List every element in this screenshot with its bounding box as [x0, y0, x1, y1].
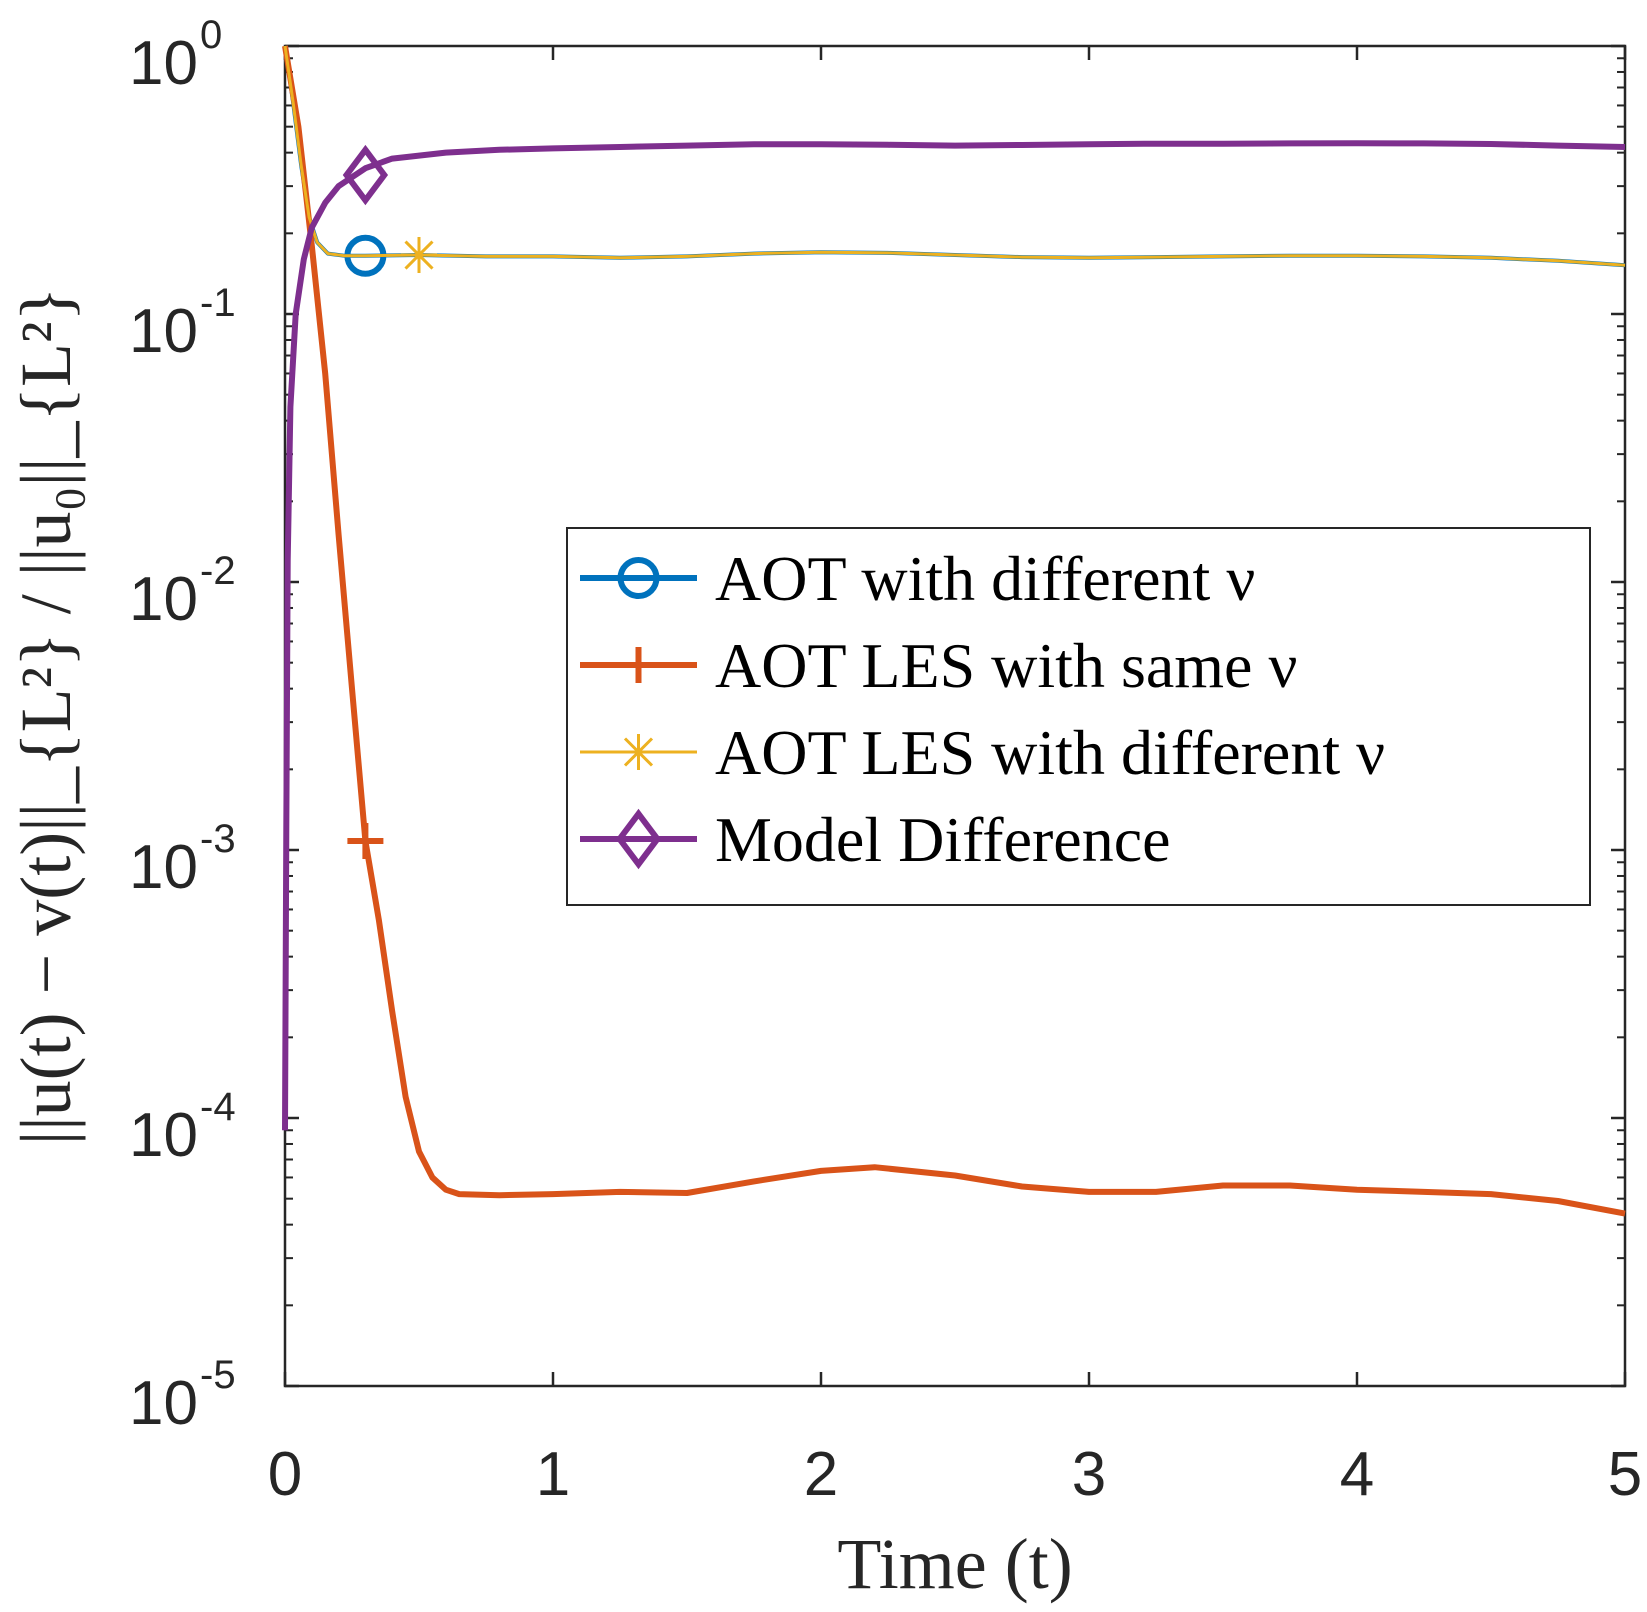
legend-label: AOT with different ν	[715, 543, 1255, 614]
x-tick-labels: 0 1 2 3 4 5	[268, 1440, 1642, 1509]
diamond-marker	[342, 144, 389, 206]
diamond-marker	[615, 808, 662, 870]
y-tick-label-exp: -5	[200, 1353, 236, 1397]
x-tick-label: 0	[268, 1440, 302, 1509]
y-tick-label-exp: -3	[200, 817, 236, 861]
legend-label: AOT LES with different ν	[715, 717, 1385, 788]
x-tick-label: 1	[536, 1440, 570, 1509]
legend-label: Model Difference	[715, 804, 1171, 875]
x-tick-label: 2	[804, 1440, 838, 1509]
series-line	[282, 45, 1626, 1217]
x-axis-label: Time (t)	[837, 1524, 1072, 1604]
y-tick-label-base: 10	[129, 1369, 198, 1438]
legend-box	[566, 527, 1591, 906]
series-line	[283, 45, 1626, 267]
asterisk-marker	[620, 734, 657, 770]
legend: AOT with different ν AOT LES with same ν A…	[566, 527, 1591, 906]
y-tick-label-base: 10	[129, 833, 198, 902]
series-layer	[282, 45, 1626, 1217]
y-tick-label-base: 10	[129, 29, 198, 98]
asterisk-marker	[401, 237, 437, 274]
legend-label: AOT LES with same ν	[715, 630, 1297, 701]
x-tick-label: 5	[1608, 1440, 1642, 1509]
y-axis-label: ||u(t) − v(t)||_{L²} / ||u₀||_{L²}	[6, 287, 86, 1145]
x-tick-label: 3	[1072, 1440, 1106, 1509]
circle-marker	[617, 557, 660, 599]
y-tick-label-exp: -2	[200, 549, 236, 593]
y-tick-label-base: 10	[129, 297, 198, 366]
y-tick-label-exp: 0	[200, 13, 222, 57]
y-tick-label-base: 10	[129, 1101, 198, 1170]
plus-marker	[347, 823, 384, 860]
y-tick-label-base: 10	[129, 565, 198, 634]
series-line	[282, 140, 1626, 1131]
x-tick-label: 4	[1340, 1440, 1374, 1509]
y-tick-label-exp: -4	[200, 1085, 236, 1129]
y-tick-label-exp: -1	[200, 281, 236, 325]
plus-marker	[620, 647, 657, 683]
